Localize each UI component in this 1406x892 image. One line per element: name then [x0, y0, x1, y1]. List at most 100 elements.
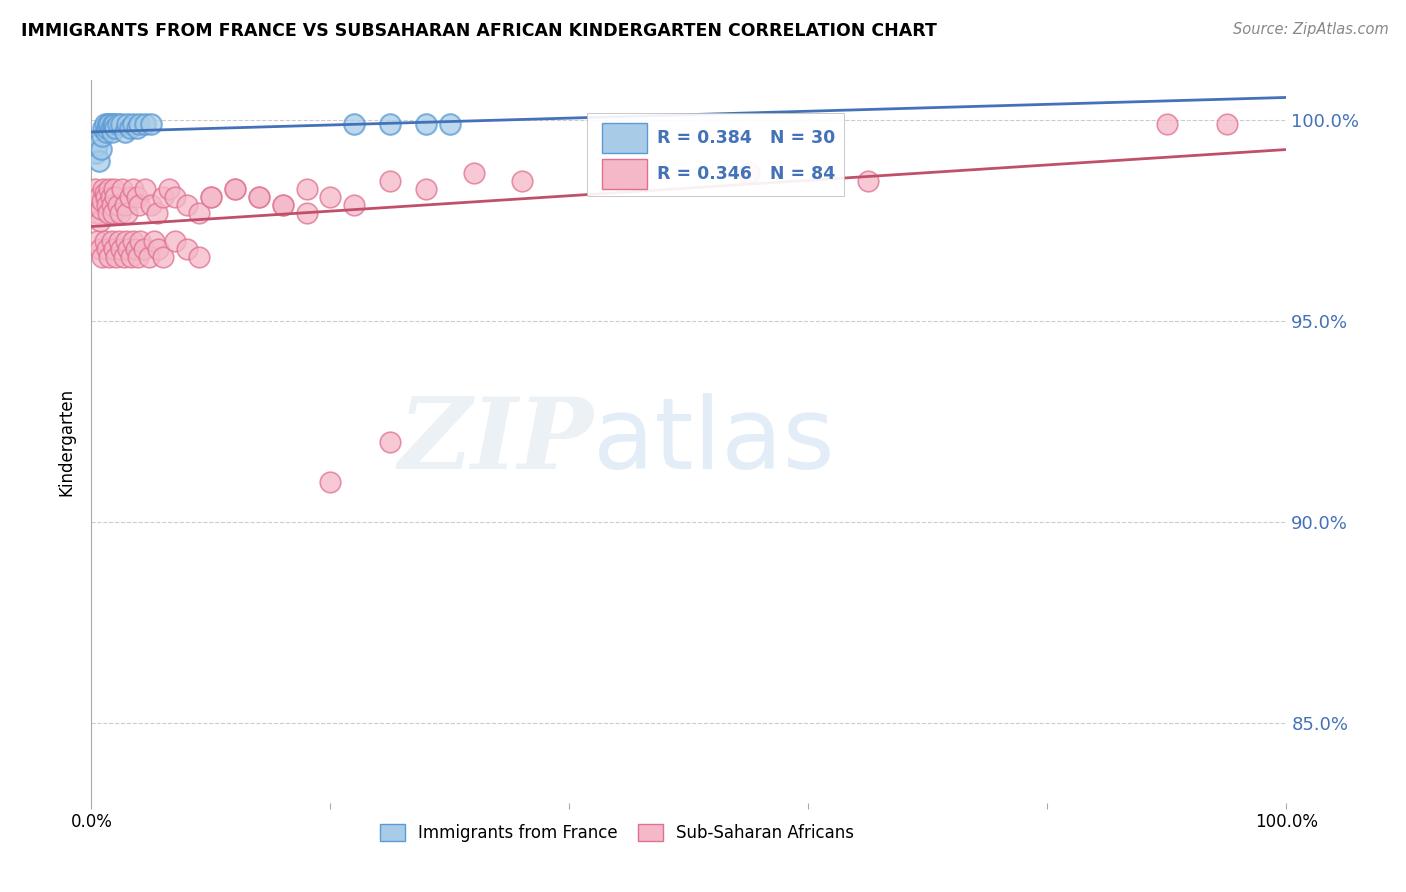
Point	[84, 197, 107, 211]
Point	[200, 190, 222, 204]
Point	[134, 181, 156, 195]
Point	[117, 242, 139, 256]
Point	[103, 242, 125, 256]
Point	[737, 166, 759, 180]
Point	[100, 197, 122, 211]
Point	[856, 174, 880, 188]
Point	[128, 118, 150, 132]
Point	[86, 137, 108, 152]
Point	[129, 234, 152, 248]
Point	[86, 234, 108, 248]
Text: Source: ZipAtlas.com: Source: ZipAtlas.com	[1233, 22, 1389, 37]
Point	[247, 190, 270, 204]
Point	[271, 197, 294, 211]
Point	[91, 194, 114, 208]
Point	[101, 118, 124, 132]
Point	[125, 121, 148, 136]
Point	[90, 142, 112, 156]
Point	[115, 206, 138, 220]
Point	[128, 197, 150, 211]
Point	[115, 118, 138, 132]
FancyBboxPatch shape	[588, 112, 844, 196]
Point	[86, 206, 108, 220]
Point	[91, 250, 114, 264]
Point	[114, 125, 136, 139]
Point	[110, 242, 132, 256]
Point	[97, 206, 120, 220]
Point	[271, 197, 294, 211]
Point	[96, 121, 118, 136]
Point	[108, 206, 131, 220]
Point	[224, 181, 246, 195]
Point	[100, 190, 122, 204]
Text: atlas: atlas	[593, 393, 835, 490]
Text: IMMIGRANTS FROM FRANCE VS SUBSAHARAN AFRICAN KINDERGARTEN CORRELATION CHART: IMMIGRANTS FROM FRANCE VS SUBSAHARAN AFR…	[21, 22, 936, 40]
Point	[93, 118, 115, 132]
Point	[94, 125, 117, 139]
Text: ZIP: ZIP	[398, 393, 593, 490]
Point	[93, 234, 115, 248]
Point	[100, 125, 122, 139]
Point	[152, 250, 174, 264]
Point	[187, 250, 211, 264]
Point	[98, 118, 121, 132]
Point	[152, 190, 174, 204]
Point	[415, 181, 437, 195]
Point	[120, 250, 142, 264]
Point	[91, 129, 114, 144]
Point	[247, 190, 270, 204]
Point	[141, 118, 162, 132]
Point	[90, 202, 112, 216]
Point	[89, 242, 111, 256]
Y-axis label: Kindergarten: Kindergarten	[58, 387, 76, 496]
Point	[157, 181, 180, 195]
Point	[132, 242, 155, 256]
Point	[96, 242, 118, 256]
Point	[224, 181, 246, 195]
Point	[141, 197, 162, 211]
Point	[96, 197, 118, 211]
Point	[108, 234, 131, 248]
Point	[187, 206, 211, 220]
Point	[110, 118, 132, 132]
Point	[176, 197, 198, 211]
Point	[134, 118, 156, 132]
Legend: Immigrants from France, Sub-Saharan Africans: Immigrants from France, Sub-Saharan Afri…	[374, 817, 860, 848]
Point	[142, 234, 165, 248]
Point	[97, 118, 120, 132]
Point	[463, 166, 485, 180]
Bar	[602, 123, 647, 153]
Point	[114, 197, 136, 211]
Point	[122, 181, 145, 195]
Point	[104, 121, 127, 136]
Point	[87, 153, 110, 168]
Point	[84, 145, 107, 160]
Point	[148, 242, 170, 256]
Point	[163, 190, 186, 204]
Point	[122, 234, 145, 248]
Point	[101, 206, 124, 220]
Point	[118, 190, 141, 204]
Text: R = 0.384   N = 30: R = 0.384 N = 30	[657, 128, 835, 146]
Point	[107, 118, 129, 132]
Point	[510, 174, 533, 188]
Point	[319, 475, 342, 489]
Point	[115, 234, 138, 248]
Point	[89, 213, 111, 227]
Point	[103, 181, 125, 195]
Point	[93, 186, 115, 200]
Point	[378, 174, 402, 188]
Point	[105, 250, 128, 264]
Point	[107, 197, 129, 211]
Point	[100, 234, 122, 248]
Point	[87, 190, 110, 204]
Point	[415, 118, 437, 132]
Point	[124, 242, 146, 256]
Point	[176, 242, 198, 256]
Point	[163, 234, 186, 248]
Point	[146, 206, 169, 220]
Point	[94, 190, 117, 204]
Point	[103, 118, 125, 132]
Point	[98, 181, 121, 195]
Point	[122, 118, 145, 132]
